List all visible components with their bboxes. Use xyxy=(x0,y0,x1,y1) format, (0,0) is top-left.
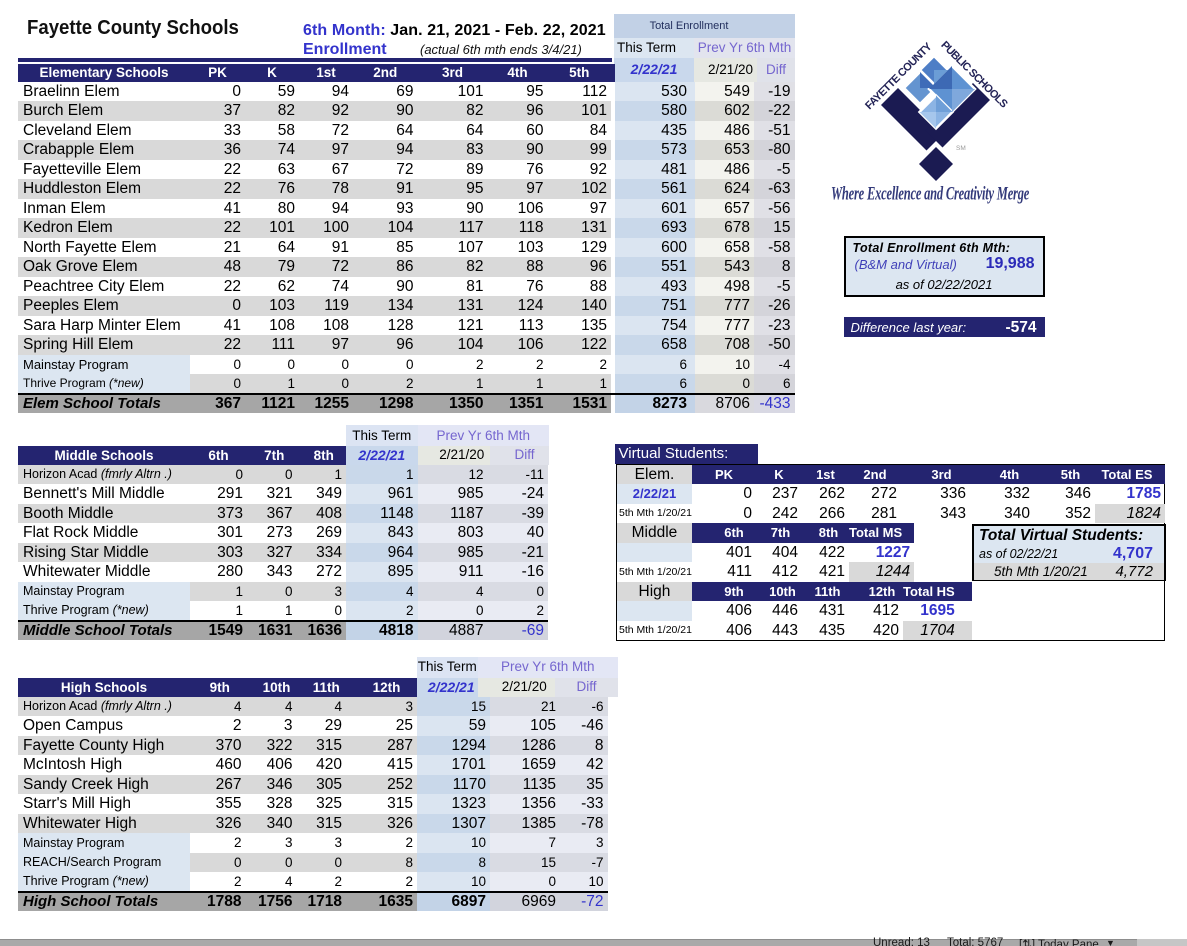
svg-text:SM: SM xyxy=(956,145,966,152)
